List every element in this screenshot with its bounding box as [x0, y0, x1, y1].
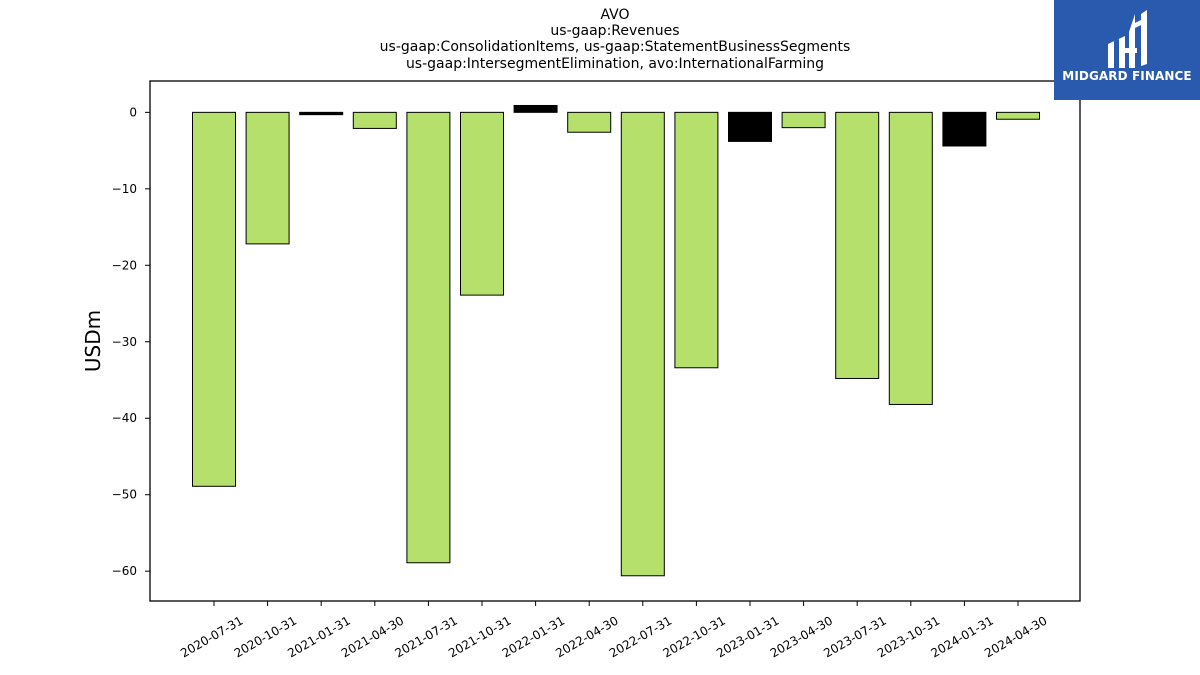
chart-title-axis: us-gaap:ConsolidationItems, us-gaap:Stat… [379, 39, 851, 55]
bar-2021-04-30 [352, 111, 397, 129]
bar-2021-07-31 [406, 111, 451, 564]
bar-2023-01-31 [728, 111, 772, 142]
y-tick-label: −30 [112, 335, 137, 349]
bar-2022-10-31 [674, 111, 719, 369]
bar-2024-04-30 [996, 111, 1040, 120]
y-tick-label: −50 [112, 488, 137, 502]
chart-title-ticker: AVO [600, 7, 630, 23]
y-tick-label: −10 [112, 182, 137, 196]
bar-2022-01-31 [513, 104, 558, 113]
logo-text: MIDGARD FINANCE [1062, 69, 1192, 83]
plot-frame [149, 80, 1081, 602]
bar-2023-04-30 [781, 111, 826, 129]
y-tick-label: −20 [112, 258, 137, 272]
midgard-finance-logo: MIDGARD FINANCE [1054, 0, 1200, 100]
bar-2023-07-31 [835, 111, 880, 379]
bar-2020-10-31 [245, 111, 290, 245]
bar-2024-01-31 [942, 111, 987, 147]
bar-2022-07-31 [620, 111, 665, 577]
bar-2023-10-31 [888, 111, 933, 405]
y-tick-label: 0 [129, 105, 137, 119]
y-tick-label: −60 [112, 564, 137, 578]
midgard-logo-icon [1108, 10, 1147, 68]
y-tick-label: −40 [112, 411, 137, 425]
y-axis-label: USDm [81, 310, 105, 372]
bar-2022-04-30 [567, 111, 612, 133]
chart-title-members: us-gaap:IntersegmentElimination, avo:Int… [405, 56, 825, 72]
bar-2021-10-31 [460, 111, 504, 296]
bar-2021-01-31 [299, 111, 344, 116]
bar-2020-07-31 [192, 111, 236, 487]
chart-title-concept: us-gaap:Revenues [550, 23, 680, 39]
